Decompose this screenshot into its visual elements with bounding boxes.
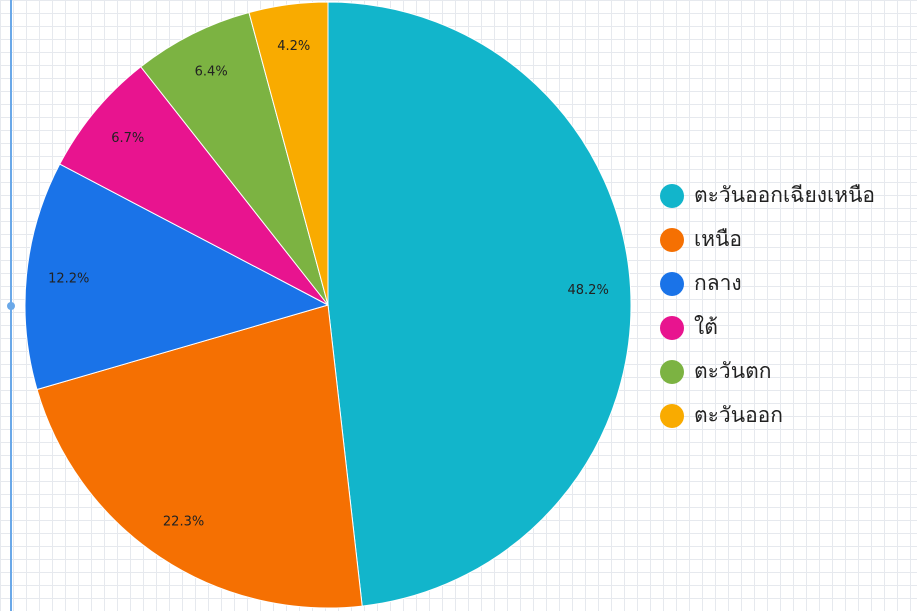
legend-label: ตะวันออก <box>694 403 783 427</box>
legend-swatch <box>660 360 684 384</box>
legend-swatch <box>660 316 684 340</box>
pie-slice <box>59 66 329 306</box>
legend-label: ตะวันตก <box>694 359 771 383</box>
legend-label: ตะวันออกเฉียงเหนือ <box>694 183 875 207</box>
legend-swatch <box>660 272 684 296</box>
selection-handle <box>7 302 15 310</box>
legend-swatch <box>660 404 684 428</box>
legend-label: เหนือ <box>694 227 742 251</box>
legend-label: ใต้ <box>694 315 718 339</box>
pie-slice <box>248 1 329 306</box>
value-label: 6.4% <box>195 65 228 80</box>
value-label: 22.3% <box>163 514 204 529</box>
legend-swatch <box>660 184 684 208</box>
pie-slice <box>327 1 632 607</box>
value-label: 12.2% <box>48 271 89 286</box>
pie-slice <box>140 11 329 306</box>
pie-slice <box>36 304 363 609</box>
pie-slice <box>24 163 330 391</box>
legend-swatch <box>660 228 684 252</box>
value-label: 4.2% <box>277 39 310 54</box>
value-label: 6.7% <box>111 131 144 146</box>
value-label: 48.2% <box>568 283 609 298</box>
legend-label: กลาง <box>694 271 742 295</box>
